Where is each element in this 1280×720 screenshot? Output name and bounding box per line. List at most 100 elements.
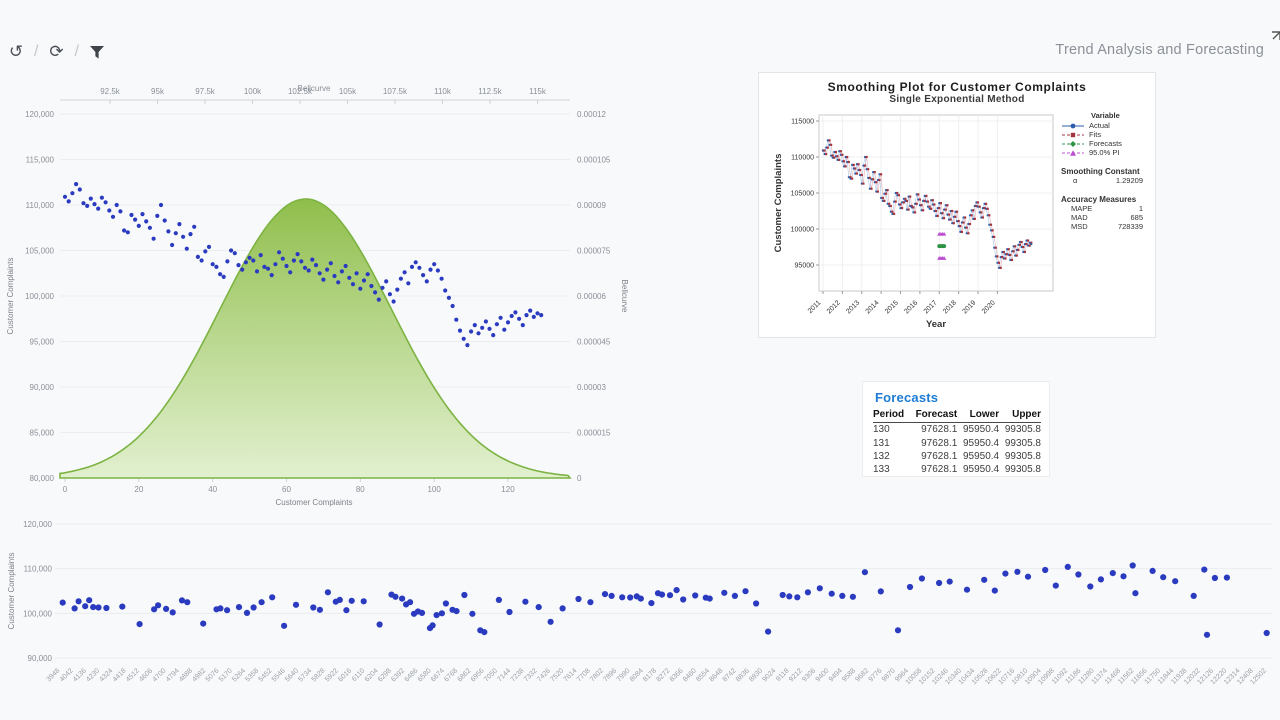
cell: 133 — [873, 464, 890, 476]
history-icon[interactable]: ↺ — [8, 42, 24, 61]
svg-text:2013: 2013 — [845, 299, 861, 315]
svg-text:Year: Year — [926, 319, 946, 330]
refresh-icon[interactable]: ⟳ — [49, 42, 64, 61]
svg-text:9400: 9400 — [815, 667, 831, 683]
svg-text:80: 80 — [356, 485, 365, 494]
svg-text:3948: 3948 — [45, 667, 61, 683]
svg-text:7426: 7426 — [536, 667, 552, 683]
svg-text:9494: 9494 — [828, 667, 844, 683]
svg-text:120: 120 — [501, 485, 515, 494]
bottom-scatter-chart[interactable]: 120,000 110,000 100,000 90,000 Customer Comp… — [0, 505, 1280, 720]
table-row: 133 97628.1 95950.4 99305.8 — [873, 463, 1041, 476]
svg-text:102.5k: 102.5k — [288, 87, 313, 96]
svg-text:8178: 8178 — [642, 667, 658, 683]
svg-text:6204: 6204 — [364, 667, 380, 683]
legend-label: 95.0% PI — [1089, 148, 1120, 157]
svg-text:8648: 8648 — [708, 667, 724, 683]
svg-text:7144: 7144 — [496, 667, 512, 683]
main-bellcurve-chart[interactable]: 120,000 0.00012 115,000 0.000105 110,000 0.00… — [0, 78, 645, 510]
svg-text:6486: 6486 — [403, 667, 419, 683]
accuracy-value: 685 — [1130, 213, 1143, 222]
cell: 132 — [873, 450, 890, 462]
accuracy-row-mape: MAPE 1 — [1061, 204, 1147, 213]
legend-label: Actual — [1089, 121, 1110, 130]
accuracy-row-mad: MAD 685 — [1061, 213, 1147, 222]
svg-text:92.5k: 92.5k — [100, 87, 121, 96]
svg-text:0.000015: 0.000015 — [577, 429, 611, 438]
expand-icon[interactable] — [1271, 30, 1280, 48]
table-row: 130 97628.1 95950.4 99305.8 — [873, 423, 1041, 437]
svg-text:0.00009: 0.00009 — [577, 201, 606, 210]
svg-text:7332: 7332 — [523, 667, 539, 683]
svg-text:4794: 4794 — [165, 667, 181, 683]
svg-text:6392: 6392 — [390, 667, 406, 683]
legend-item-forecasts: Forecasts — [1061, 139, 1155, 148]
svg-text:6674: 6674 — [430, 667, 446, 683]
svg-text:110000: 110000 — [791, 155, 814, 162]
svg-text:Bellcurve: Bellcurve — [620, 280, 629, 313]
accuracy-label: MAD — [1071, 213, 1088, 222]
svg-text:95k: 95k — [151, 87, 165, 96]
svg-text:9306: 9306 — [801, 667, 817, 683]
svg-text:6298: 6298 — [377, 667, 393, 683]
svg-text:Customer Complaints: Customer Complaints — [276, 498, 353, 507]
smoothing-plot-canvas[interactable]: 2011 2012 2013 2014 2015 2016 2017 2018 2019 2020… — [761, 105, 1061, 337]
svg-text:8554: 8554 — [695, 667, 711, 683]
complaints-scatter-series — [62, 182, 544, 348]
svg-text:0: 0 — [577, 474, 582, 483]
cell: 95950.4 — [962, 450, 1000, 462]
svg-text:Bellcurve: Bellcurve — [298, 84, 331, 93]
funnel-glyph — [89, 45, 104, 59]
page-title: Trend Analysis and Forecasting — [1055, 42, 1264, 58]
svg-text:115000: 115000 — [791, 119, 814, 126]
svg-text:6580: 6580 — [417, 667, 433, 683]
svg-text:8930: 8930 — [748, 667, 764, 683]
forecasts-table: Period Forecast Lower Upper 130 97628.1 95… — [873, 409, 1041, 477]
svg-text:100,000: 100,000 — [25, 292, 54, 301]
svg-text:9212: 9212 — [788, 667, 804, 683]
table-row: 131 97628.1 95950.4 99305.8 — [873, 436, 1041, 449]
cell: 95950.4 — [962, 464, 1000, 476]
legend-label: Forecasts — [1089, 139, 1122, 148]
col-lower: Lower — [957, 409, 1000, 423]
svg-text:Customer Complaints: Customer Complaints — [6, 258, 15, 335]
svg-text:5076: 5076 — [205, 667, 221, 683]
accuracy-measures-title: Accuracy Measures — [1061, 195, 1137, 204]
smoothing-markers — [821, 139, 1033, 269]
col-period: Period — [873, 409, 910, 423]
smoothing-plot-title: Smoothing Plot for Customer Complaints — [827, 80, 1087, 94]
svg-text:95000: 95000 — [795, 263, 815, 270]
svg-text:90,000: 90,000 — [30, 383, 55, 392]
svg-text:9118: 9118 — [775, 667, 791, 683]
legend-title: Variable — [1091, 111, 1120, 120]
svg-text:4512: 4512 — [125, 667, 141, 683]
filter-icon[interactable] — [87, 42, 107, 62]
forecasts-title: Forecasts — [875, 390, 939, 405]
svg-text:105,000: 105,000 — [25, 247, 54, 256]
alpha-value: 1.29209 — [1115, 176, 1143, 185]
cell: 95950.4 — [962, 424, 1000, 436]
svg-text:6862: 6862 — [457, 667, 473, 683]
svg-text:2020: 2020 — [981, 299, 997, 315]
svg-text:0: 0 — [63, 485, 68, 494]
svg-text:120,000: 120,000 — [23, 520, 52, 529]
svg-text:4606: 4606 — [138, 667, 154, 683]
svg-text:7614: 7614 — [563, 667, 579, 683]
svg-text:Customer Complaints: Customer Complaints — [7, 553, 16, 630]
svg-text:5264: 5264 — [231, 667, 247, 683]
svg-text:40: 40 — [208, 485, 217, 494]
svg-text:4042: 4042 — [59, 667, 75, 683]
cell: 130 — [873, 424, 890, 436]
svg-text:4700: 4700 — [152, 667, 168, 683]
svg-text:5922: 5922 — [324, 667, 340, 683]
svg-text:2015: 2015 — [884, 299, 900, 315]
alpha-symbol: α — [1073, 176, 1078, 185]
svg-text:110,000: 110,000 — [24, 565, 53, 574]
svg-text:90,000: 90,000 — [28, 654, 53, 663]
cell: 131 — [873, 437, 890, 449]
svg-text:4230: 4230 — [85, 667, 101, 683]
svg-text:2017: 2017 — [923, 299, 939, 315]
table-row: 132 97628.1 95950.4 99305.8 — [873, 450, 1041, 463]
svg-text:9682: 9682 — [854, 667, 870, 683]
svg-text:9870: 9870 — [881, 667, 897, 683]
